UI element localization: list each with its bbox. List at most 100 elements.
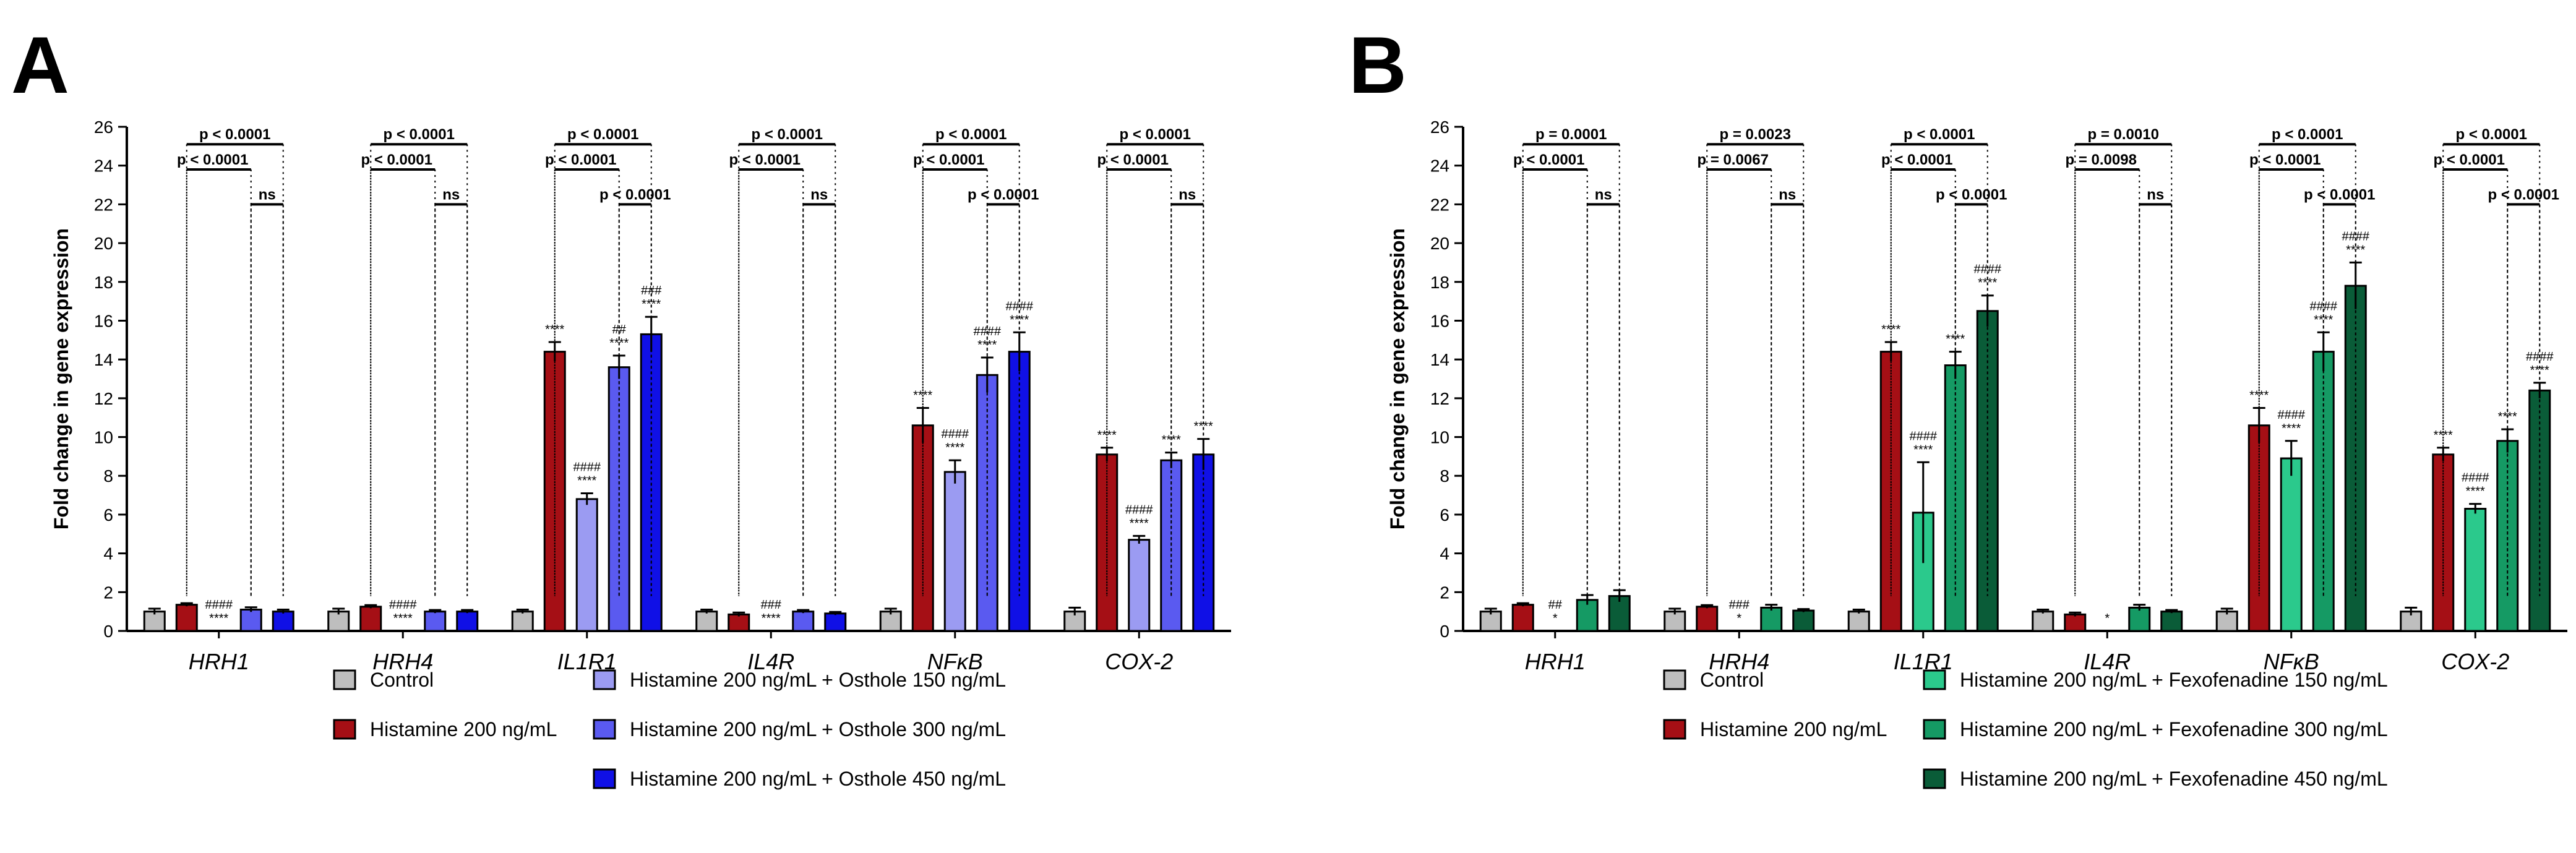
significance-mark: **** (1130, 517, 1149, 530)
bar (2032, 611, 2054, 632)
significance-mark: ### (1729, 598, 1750, 612)
significance-mark: **** (2282, 422, 2301, 435)
significance-mark: #### (205, 598, 233, 612)
bar (879, 611, 902, 632)
y-tick-label: 2 (1440, 583, 1449, 602)
y-tick-label: 26 (1430, 118, 1449, 137)
p-value-label: ns (810, 186, 828, 203)
y-axis-title: Fold change in gene expression (1386, 228, 1409, 529)
legend-label: Histamine 200 ng/mL + Fexofenadine 300 n… (1960, 718, 2388, 740)
legend-label: Control (1700, 669, 1764, 691)
significance-mark: **** (2530, 364, 2549, 377)
bar (2160, 611, 2183, 632)
p-value-label: p < 0.0001 (1936, 186, 2007, 203)
significance-mark: **** (1010, 313, 1029, 327)
y-tick-label: 0 (1440, 622, 1449, 641)
significance-mark: ### (761, 598, 782, 612)
legend-swatch (1923, 669, 1946, 690)
p-value-label: p < 0.0001 (1881, 152, 1952, 168)
y-tick-label: 16 (1430, 311, 1449, 330)
p-value-label: p < 0.0001 (599, 186, 671, 203)
p-value-label: p < 0.0001 (1097, 152, 1169, 168)
bar (1128, 539, 1151, 632)
p-value-label: p < 0.0001 (729, 152, 801, 168)
bar (327, 611, 350, 632)
legend-label: Histamine 200 ng/mL (370, 718, 557, 740)
y-tick-label: 4 (103, 544, 113, 564)
p-value-label: p < 0.0001 (2272, 126, 2343, 143)
y-tick-label: 12 (94, 389, 113, 408)
bar (2280, 457, 2303, 632)
bar (695, 611, 718, 632)
x-category-label: NFκB (927, 649, 983, 674)
significance-mark: * (2105, 612, 2110, 625)
bar (575, 498, 598, 632)
bar (1847, 611, 1870, 632)
significance-mark: #### (389, 598, 417, 612)
p-value-label: p < 0.0001 (1513, 152, 1584, 168)
legend-label: Control (370, 669, 434, 691)
y-tick-label: 16 (94, 311, 113, 330)
significance-mark: **** (945, 441, 964, 455)
bar (175, 604, 198, 632)
y-tick-label: 18 (94, 273, 113, 292)
significance-mark: #### (1974, 263, 2002, 276)
y-tick-label: 8 (103, 466, 113, 486)
significance-mark: #### (2462, 471, 2489, 485)
bar (1760, 606, 1783, 632)
p-value-label: ns (1595, 186, 1612, 203)
p-value-label: p < 0.0001 (2304, 186, 2375, 203)
p-value-label: p < 0.0001 (2456, 126, 2527, 143)
bar (511, 611, 534, 632)
bar (1511, 604, 1534, 632)
p-value-label: p < 0.0001 (752, 126, 823, 143)
legend-label: Histamine 200 ng/mL + Fexofenadine 150 n… (1960, 669, 2388, 691)
y-tick-label: 22 (1430, 195, 1449, 214)
p-value-label: p = 0.0010 (2088, 126, 2159, 143)
significance-mark: #### (2342, 229, 2370, 243)
y-tick-label: 12 (1430, 389, 1449, 408)
p-value-label: p < 0.0001 (2249, 152, 2321, 168)
bar (1664, 611, 1686, 632)
y-tick-label: 20 (1430, 234, 1449, 253)
y-tick-label: 20 (94, 234, 113, 253)
p-value-label: p < 0.0001 (2434, 152, 2505, 168)
legend-swatch (1663, 719, 1686, 740)
significance-mark: **** (577, 474, 596, 487)
p-value-label: p < 0.0001 (177, 152, 248, 168)
y-axis-title: Fold change in gene expression (50, 228, 72, 529)
significance-mark: #### (942, 427, 969, 441)
p-value-label: p < 0.0001 (935, 126, 1007, 143)
y-tick-label: 24 (94, 156, 113, 176)
bar (2464, 508, 2487, 632)
significance-mark: #### (573, 460, 601, 474)
x-category-label: COX-2 (1105, 649, 1173, 674)
p-value-label: ns (259, 186, 276, 203)
p-value-label: p = 0.0098 (2066, 152, 2137, 168)
legend-swatch (1923, 768, 1946, 789)
y-tick-label: 2 (103, 583, 113, 602)
significance-mark: ## (612, 323, 627, 336)
significance-mark: ## (1548, 598, 1563, 612)
bar (728, 613, 750, 632)
p-value-label: p < 0.0001 (1904, 126, 1975, 143)
x-category-label: HRH1 (1525, 649, 1586, 674)
legend-label: Histamine 200 ng/mL + Osthole 150 ng/mL (630, 669, 1006, 691)
bar (359, 606, 382, 632)
p-value-label: p < 0.0001 (2488, 186, 2559, 203)
p-value-label: ns (2147, 186, 2164, 203)
bar (1192, 453, 1215, 632)
significance-mark: **** (1194, 420, 1213, 434)
significance-mark: **** (2466, 485, 2485, 499)
x-category-label: IL4R (747, 649, 794, 674)
significance-mark: **** (1162, 434, 1181, 447)
legend-swatch (333, 719, 356, 740)
p-value-label: p < 0.0001 (913, 152, 984, 168)
y-tick-label: 14 (1430, 350, 1449, 369)
p-value-label: p = 0.0001 (1535, 126, 1607, 143)
p-value-label: p < 0.0001 (384, 126, 455, 143)
p-value-label: ns (1179, 186, 1196, 203)
significance-mark: **** (642, 298, 661, 311)
